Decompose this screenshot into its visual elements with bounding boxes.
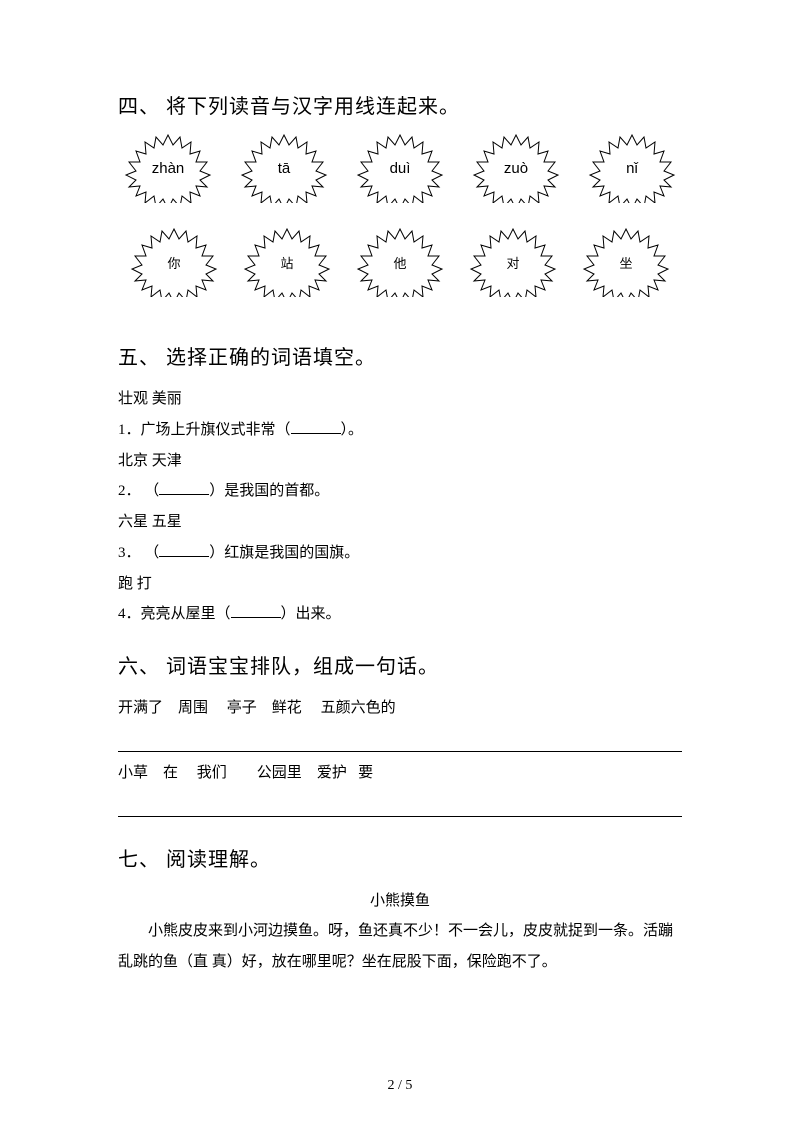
passage-paragraph: 小熊皮皮来到小河边摸鱼。呀，鱼还真不少！不一会儿，皮皮就捉到一条。活蹦乱跳的鱼（…	[118, 916, 682, 978]
section5-body: 壮观 美丽 1．广场上升旗仪式非常（）。 北京 天津 2． （）是我国的首都。 …	[118, 384, 682, 630]
hanzi-label: 站	[280, 253, 293, 272]
hanzi-item: 他	[350, 227, 450, 297]
word-item: 公园里	[257, 758, 302, 789]
hanzi-item: 站	[237, 227, 337, 297]
pinyin-label: tā	[278, 160, 291, 177]
word-bank-row: 小草 在 我们 公园里 爱护 要	[118, 758, 682, 789]
pinyin-item: zuò	[466, 133, 566, 203]
q-post: ）出来。	[281, 606, 341, 622]
q-post: ）。	[341, 422, 364, 438]
blank	[231, 603, 281, 618]
word-item: 在	[163, 758, 178, 789]
q-post: ）是我国的首都。	[209, 483, 329, 499]
pinyin-item: duì	[350, 133, 450, 203]
word-pair: 壮观 美丽	[118, 384, 682, 415]
section5-heading: 五、 选择正确的词语填空。	[118, 341, 682, 370]
word-item: 要	[358, 758, 373, 789]
word-item: 鲜花	[272, 693, 302, 724]
question-line: 2． （ ）是我国的首都。	[118, 476, 682, 507]
pinyin-item: zhàn	[118, 133, 218, 203]
hanzi-row: 你 站 他 对 坐	[118, 227, 682, 297]
q-pre: 3． （	[118, 545, 159, 561]
question-line: 1．广场上升旗仪式非常（ ）。	[118, 415, 682, 446]
q-pre: 4．亮亮从屋里（	[118, 606, 231, 622]
word-item: 周围	[178, 693, 208, 724]
hanzi-label: 你	[167, 253, 180, 272]
pinyin-label: zuò	[504, 160, 528, 177]
answer-line	[118, 726, 682, 752]
hanzi-item: 坐	[576, 227, 676, 297]
question-line: 3． （ ）红旗是我国的国旗。	[118, 538, 682, 569]
pinyin-label: zhàn	[152, 160, 185, 177]
word-item: 开满了	[118, 693, 163, 724]
section4-heading: 四、 将下列读音与汉字用线连起来。	[118, 90, 682, 119]
question-line: 4．亮亮从屋里（ ）出来。	[118, 599, 682, 630]
word-bank-row: 开满了 周围 亭子 鲜花 五颜六色的	[118, 693, 682, 724]
section7-heading: 七、 阅读理解。	[118, 843, 682, 872]
blank	[291, 419, 341, 434]
page-number: 2 / 5	[0, 1078, 800, 1094]
q-pre: 1．广场上升旗仪式非常（	[118, 422, 291, 438]
hanzi-label: 对	[506, 253, 519, 272]
hanzi-item: 对	[463, 227, 563, 297]
pinyin-item: nǐ	[582, 133, 682, 203]
q-pre: 2． （	[118, 483, 159, 499]
hanzi-label: 他	[393, 253, 406, 272]
pinyin-row: zhàn tā duì zuò nǐ	[118, 133, 682, 203]
q-post: ）红旗是我国的国旗。	[209, 545, 359, 561]
answer-line	[118, 791, 682, 817]
word-item: 五颜六色的	[321, 693, 396, 724]
word-item: 小草	[118, 758, 148, 789]
passage-title: 小熊摸鱼	[118, 886, 682, 917]
word-pair: 北京 天津	[118, 446, 682, 477]
word-pair: 六星 五星	[118, 507, 682, 538]
word-pair: 跑 打	[118, 569, 682, 600]
word-item: 我们	[197, 758, 227, 789]
word-item: 爱护	[317, 758, 347, 789]
blank	[159, 480, 209, 495]
section6-heading: 六、 词语宝宝排队，组成一句话。	[118, 650, 682, 679]
hanzi-item: 你	[124, 227, 224, 297]
pinyin-label: nǐ	[626, 160, 638, 177]
pinyin-label: duì	[390, 160, 411, 177]
blank	[159, 542, 209, 557]
word-item: 亭子	[227, 693, 257, 724]
pinyin-item: tā	[234, 133, 334, 203]
hanzi-label: 坐	[619, 253, 632, 272]
